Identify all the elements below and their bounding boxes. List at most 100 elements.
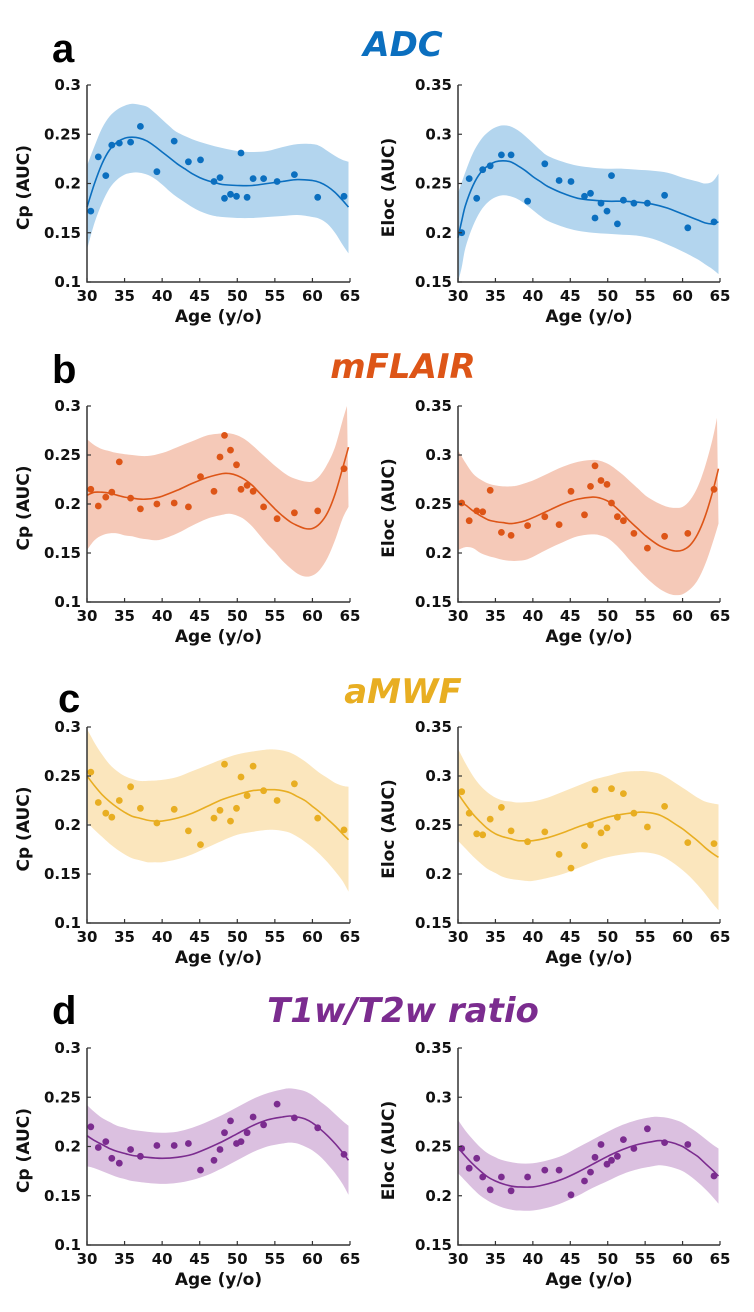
data-point <box>87 485 95 493</box>
data-point <box>479 508 487 516</box>
x-tick-label: 35 <box>485 928 506 946</box>
data-point <box>507 151 515 159</box>
data-point <box>210 814 218 822</box>
chart-amwf-eloc: 0.15 0.2 0.25 0.3 0.35 30 35 40 45 50 55 60 65 Age (y… <box>379 718 730 968</box>
fit-line <box>457 1139 720 1188</box>
data-point <box>458 499 466 507</box>
y-tick-label: 0.3 <box>425 767 452 785</box>
y-tick-label: 0.35 <box>415 76 452 94</box>
y-tick-label: 0.1 <box>54 1236 81 1254</box>
y-tick-label: 0.25 <box>415 495 452 513</box>
data-point <box>498 151 505 159</box>
data-point <box>555 1166 563 1174</box>
data-point <box>541 1166 549 1174</box>
y-axis-label: Eloc (AUC) <box>379 138 399 238</box>
data-point <box>249 487 257 495</box>
x-tick-label: 30 <box>448 928 469 946</box>
row-c-header: c aMWF <box>58 672 462 721</box>
fit-line <box>457 468 720 552</box>
data-point <box>227 1117 234 1125</box>
fit-line <box>86 775 350 841</box>
data-point <box>473 194 481 202</box>
data-point <box>314 193 322 201</box>
row-d-header: d T1w/T2w ratio <box>52 989 539 1033</box>
x-axis-label: Age (y/o) <box>175 627 262 647</box>
y-tick-label: 0.2 <box>54 816 81 834</box>
data-point <box>620 1136 627 1143</box>
data-point <box>127 494 134 502</box>
data-point <box>710 1172 718 1180</box>
data-point <box>273 797 281 804</box>
y-tick-label: 0.25 <box>44 446 81 464</box>
chart-t1w-t2w-cp: 0.1 0.15 0.2 0.25 0.3 30 35 40 45 50 55 60 65 Age (y/… <box>14 1039 360 1290</box>
confidence-band <box>458 417 719 596</box>
data-point <box>473 830 481 838</box>
data-point <box>237 485 245 493</box>
x-tick-label: 65 <box>340 1250 361 1268</box>
data-point <box>567 1191 575 1199</box>
y-axis-label: Eloc (AUC) <box>379 779 399 879</box>
data-point <box>233 461 240 469</box>
data-point <box>597 477 605 484</box>
confidence-band <box>458 1116 719 1211</box>
x-tick-label: 30 <box>77 607 98 625</box>
x-tick-label: 55 <box>264 287 285 305</box>
data-point <box>581 842 588 849</box>
data-point <box>87 768 95 776</box>
data-point <box>127 1146 134 1153</box>
chart-t1w-t2w-eloc: 0.15 0.2 0.25 0.3 0.35 30 35 40 45 50 55 60 65 Age (y… <box>379 1039 730 1290</box>
x-tick-label: 60 <box>672 287 693 305</box>
data-point <box>94 153 102 161</box>
x-tick-label: 30 <box>77 928 98 946</box>
x-tick-label: 55 <box>635 928 656 946</box>
data-point <box>614 813 621 821</box>
data-point <box>153 168 161 176</box>
x-tick-label: 30 <box>448 287 469 305</box>
x-tick-label: 50 <box>227 287 248 305</box>
data-point <box>620 517 627 525</box>
data-point <box>210 487 218 495</box>
data-point <box>102 1138 110 1145</box>
data-point <box>340 1151 348 1158</box>
y-tick-label: 0.1 <box>54 593 81 611</box>
y-tick-label: 0.2 <box>425 544 452 562</box>
data-point <box>644 199 651 207</box>
data-point <box>644 544 651 552</box>
data-point <box>465 1164 473 1172</box>
data-point <box>661 803 668 810</box>
y-tick-label: 0.35 <box>415 397 452 415</box>
data-point <box>115 797 123 804</box>
y-axis-label: Cp (AUC) <box>14 786 34 871</box>
y-tick-label: 0.3 <box>425 446 452 464</box>
data-point <box>620 790 627 797</box>
data-point <box>260 787 267 795</box>
data-point <box>273 1100 281 1108</box>
data-point <box>587 189 594 197</box>
data-point <box>291 780 298 788</box>
x-tick-label: 60 <box>672 1250 693 1268</box>
data-point <box>614 1152 621 1160</box>
data-point <box>710 218 718 226</box>
x-tick-label: 65 <box>340 928 361 946</box>
data-point <box>555 521 563 528</box>
data-point <box>608 785 615 793</box>
data-point <box>591 786 599 794</box>
y-tick-label: 0.15 <box>44 865 81 883</box>
data-point <box>597 199 605 207</box>
data-point <box>249 175 257 183</box>
panel-letter-b: b <box>52 348 76 392</box>
x-tick-label: 50 <box>597 928 618 946</box>
x-tick-label: 65 <box>710 287 731 305</box>
data-point <box>710 840 718 847</box>
data-point <box>541 160 549 168</box>
data-point <box>87 1123 95 1131</box>
y-tick-label: 0.15 <box>44 544 81 562</box>
data-point <box>603 481 611 488</box>
y-tick-label: 0.25 <box>415 175 452 193</box>
data-point <box>710 485 718 493</box>
y-tick-label: 0.3 <box>54 1039 81 1057</box>
y-axis-label: Cp (AUC) <box>14 465 34 550</box>
data-point <box>524 838 531 846</box>
data-point <box>127 138 134 146</box>
